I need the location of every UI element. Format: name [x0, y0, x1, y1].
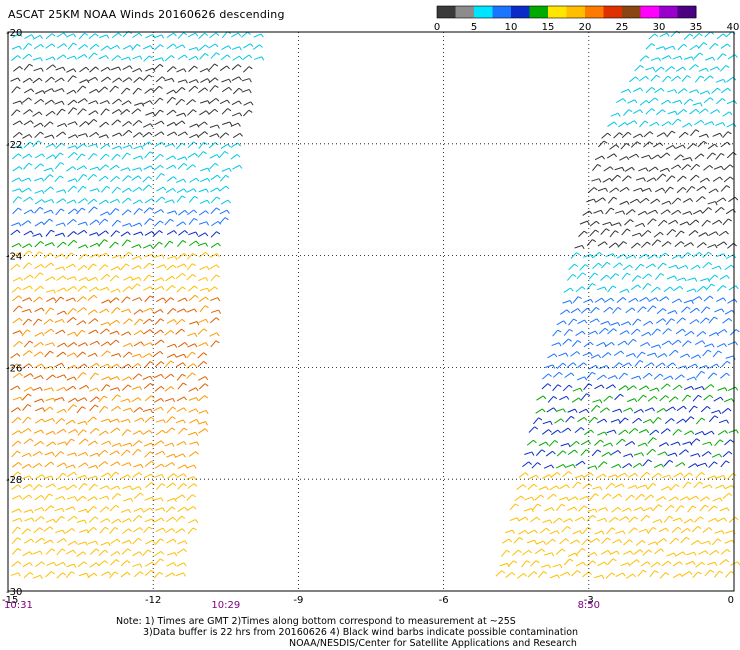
legend-swatch [511, 6, 530, 18]
legend-label: 30 [653, 22, 666, 33]
legend-swatch [437, 6, 456, 18]
legend-label: 15 [542, 22, 555, 33]
lat-tick-label: -22 [6, 140, 22, 151]
legend-swatch [529, 6, 549, 18]
legend-swatch [603, 6, 623, 18]
legend-label: 20 [579, 22, 592, 33]
map-frame [7, 31, 735, 592]
legend-swatch [659, 6, 678, 18]
legend-swatch [492, 6, 512, 18]
pass-time-label: 8:50 [578, 600, 600, 611]
legend-swatch [474, 6, 493, 18]
legend-swatch [677, 6, 697, 18]
map-grid [8, 32, 734, 591]
wind-speed-legend: 051015202530354045>50 knots [434, 5, 740, 33]
legend-label: 5 [471, 22, 477, 33]
note-line-2: 3)Data buffer is 22 hrs from 20160626 4)… [143, 627, 579, 638]
legend-swatch [640, 6, 660, 18]
lon-tick-label: -3 [584, 595, 594, 606]
latitude-ticks: -20 -22 -24 -26 -28 -30 [6, 28, 22, 598]
lat-tick-label: -28 [6, 475, 22, 486]
note-line-3: NOAA/NESDIS/Center for Satellite Applica… [289, 638, 577, 649]
lon-tick-label: -9 [293, 595, 303, 606]
map-title: ASCAT 25KM NOAA Winds 20160626 descendin… [8, 8, 285, 21]
legend-label: 25 [616, 22, 629, 33]
lat-tick-label: -24 [6, 252, 22, 263]
lat-tick-label: -26 [6, 363, 22, 374]
legend-label: 0 [434, 22, 440, 33]
legend-swatch [622, 6, 641, 18]
lon-tick-label: -15 [2, 595, 18, 606]
longitude-ticks: -15 -12 -9 -6 -3 0 [2, 595, 734, 606]
legend-swatch [548, 6, 567, 18]
lon-tick-label: -6 [439, 595, 449, 606]
lat-tick-label: -30 [6, 587, 22, 598]
legend-swatch [585, 6, 604, 18]
lon-tick-label: 0 [728, 595, 734, 606]
note-line-1: Note: 1) Times are GMT 2)Times along bot… [116, 616, 516, 627]
legend-swatch [455, 6, 475, 18]
pass-time-label: 10:29 [211, 600, 240, 611]
lon-tick-label: -12 [145, 595, 161, 606]
pass-time-label: 10:31 [4, 600, 33, 611]
wind-barb-field [10, 30, 740, 579]
legend-label: 10 [505, 22, 518, 33]
pass-times: 10:31 10:29 8:50 [4, 600, 600, 611]
legend-label: 35 [690, 22, 703, 33]
legend-swatch [566, 6, 586, 18]
lat-tick-label: -20 [6, 28, 22, 39]
legend-label: 40 [727, 22, 740, 33]
